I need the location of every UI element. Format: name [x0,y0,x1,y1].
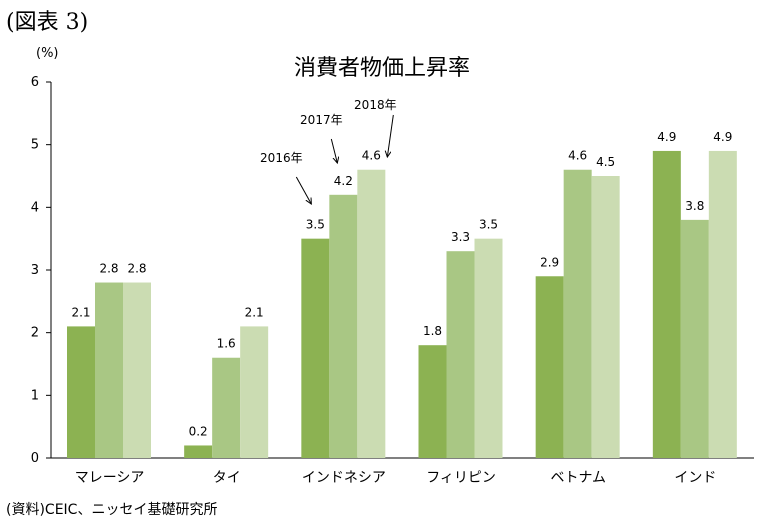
series-annotation: 2017年 [300,113,343,127]
y-axis-unit: (%) [36,46,59,61]
bar-1 [535,276,564,458]
y-tick-label: 2 [31,326,39,341]
data-label: 2.8 [127,262,146,276]
data-label: 1.6 [217,337,236,351]
bar-3 [240,326,269,458]
category-label: マレーシア [75,470,145,486]
bar-3 [591,176,620,458]
bar-2 [563,169,592,458]
annotation-arrow [295,176,311,204]
y-tick-label: 3 [31,263,39,278]
bar-1 [418,345,447,458]
y-tick-label: 0 [31,451,39,466]
bar-1 [301,238,330,458]
bar-3 [474,238,503,458]
data-label: 3.8 [685,199,704,213]
series-annotation: 2018年 [354,98,397,112]
data-label: 3.5 [479,218,498,232]
bar-2 [95,282,123,458]
category-label: インド [674,470,716,486]
y-tick-label: 6 [31,75,39,90]
data-label: 2.8 [99,262,118,276]
source-note: (資料)CEIC、ニッセイ基礎研究所 [6,502,218,518]
chart-title: 消費者物価上昇率 [293,56,470,81]
series-annotation: 2016年 [260,151,303,165]
annotation-arrow [330,138,337,163]
data-label: 4.2 [334,174,353,188]
bar-3 [357,169,386,458]
data-label: 2.1 [245,305,264,319]
bar-2 [680,219,709,458]
category-label: フィリピン [426,470,496,486]
category-label: タイ [213,470,241,486]
bar-3 [708,150,737,458]
data-label: 2.9 [540,255,559,269]
y-tick-label: 4 [31,200,39,215]
data-label: 4.6 [568,149,587,163]
data-label: 1.8 [423,324,442,338]
data-label: 4.6 [362,149,381,163]
bar-2 [446,251,475,458]
category-label: インドネシア [302,470,386,486]
figure-label: (図表 3) [6,10,89,35]
bar-1 [652,150,681,458]
category-label: ベトナム [550,470,606,486]
data-label: 4.9 [657,130,676,144]
data-label: 4.9 [713,130,732,144]
bar-2 [329,194,358,459]
bar-2 [212,357,241,458]
y-tick-label: 5 [31,138,39,153]
data-label: 3.3 [451,230,470,244]
bar-3 [123,282,151,458]
data-label: 3.5 [306,218,325,232]
data-label: 2.1 [71,305,90,319]
data-label: 0.2 [189,424,208,438]
bar-1 [184,445,213,458]
bar-chart: 0 1 2 3 4 5 6 マレーシア タイ インドネシア フィリピン ベトナム インド 2.1 2.8 2… [31,75,754,486]
bar-1 [67,326,95,458]
annotation-arrow [387,114,394,157]
data-label: 4.5 [596,155,615,169]
y-tick-label: 1 [31,388,39,403]
